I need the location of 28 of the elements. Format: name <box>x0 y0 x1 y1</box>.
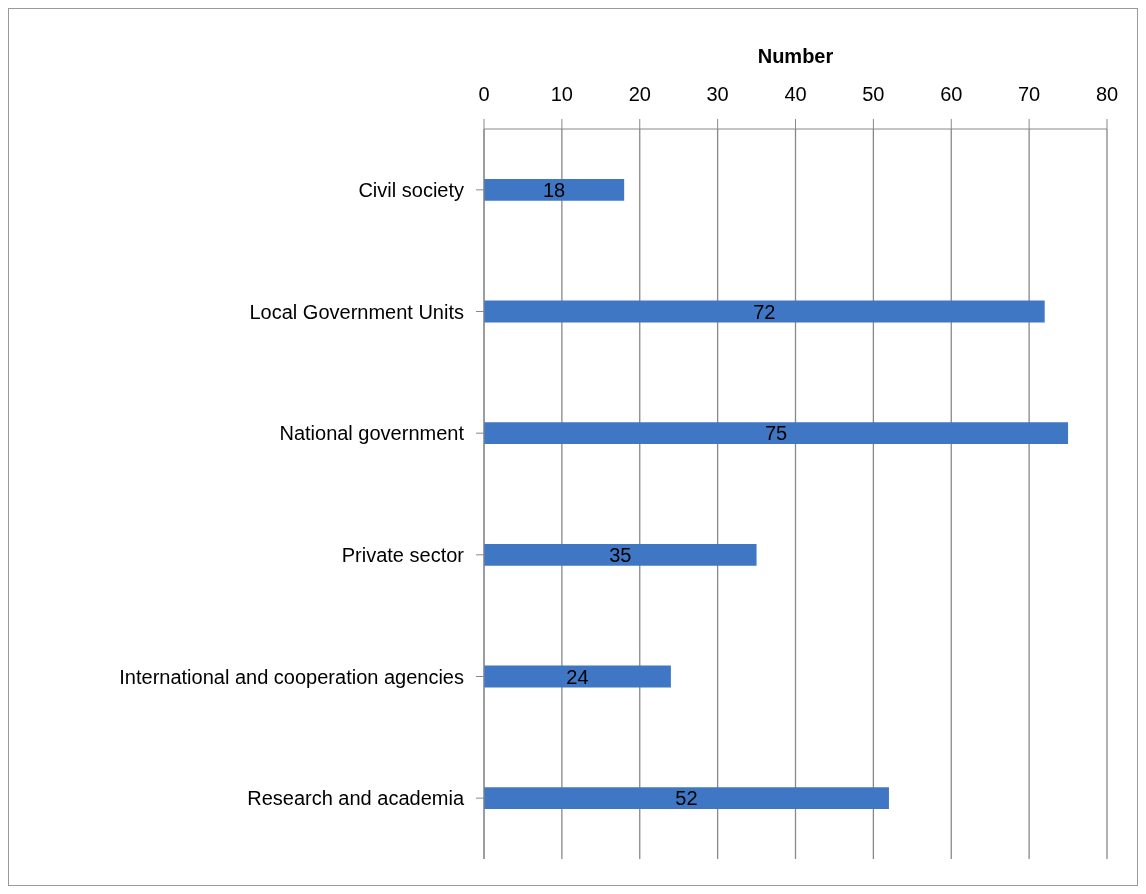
x-tick-label: 60 <box>940 83 963 105</box>
data-label: 35 <box>609 543 632 566</box>
x-tick-label: 30 <box>706 83 729 105</box>
bar <box>484 787 889 810</box>
x-tick-label: 70 <box>1018 83 1041 105</box>
y-tick-label: Private sector <box>341 543 465 566</box>
bar <box>484 300 1045 323</box>
data-label: 24 <box>566 665 589 688</box>
x-tick-label: 10 <box>550 83 573 105</box>
data-label: 75 <box>764 422 788 445</box>
y-tick-label: National government <box>279 422 465 445</box>
data-label: 72 <box>753 300 776 323</box>
bar <box>484 178 625 201</box>
x-tick-label: 20 <box>628 83 651 105</box>
y-tick-label: Research and academia <box>247 787 465 810</box>
bar <box>484 543 757 566</box>
x-tick-label: 50 <box>862 83 885 105</box>
y-tick-label: Local Government Units <box>249 300 464 323</box>
y-tick-label: Civil society <box>358 178 464 201</box>
x-axis-title: Number <box>757 45 834 68</box>
x-tick-label: 0 <box>478 83 490 105</box>
bar <box>484 422 1069 445</box>
bar <box>484 665 671 688</box>
data-label: 52 <box>675 787 698 810</box>
x-tick-label: 80 <box>1095 83 1119 105</box>
data-label: 18 <box>542 178 566 201</box>
x-tick-label: 40 <box>784 83 807 105</box>
y-tick-label: International and cooperation agencies <box>119 665 464 688</box>
